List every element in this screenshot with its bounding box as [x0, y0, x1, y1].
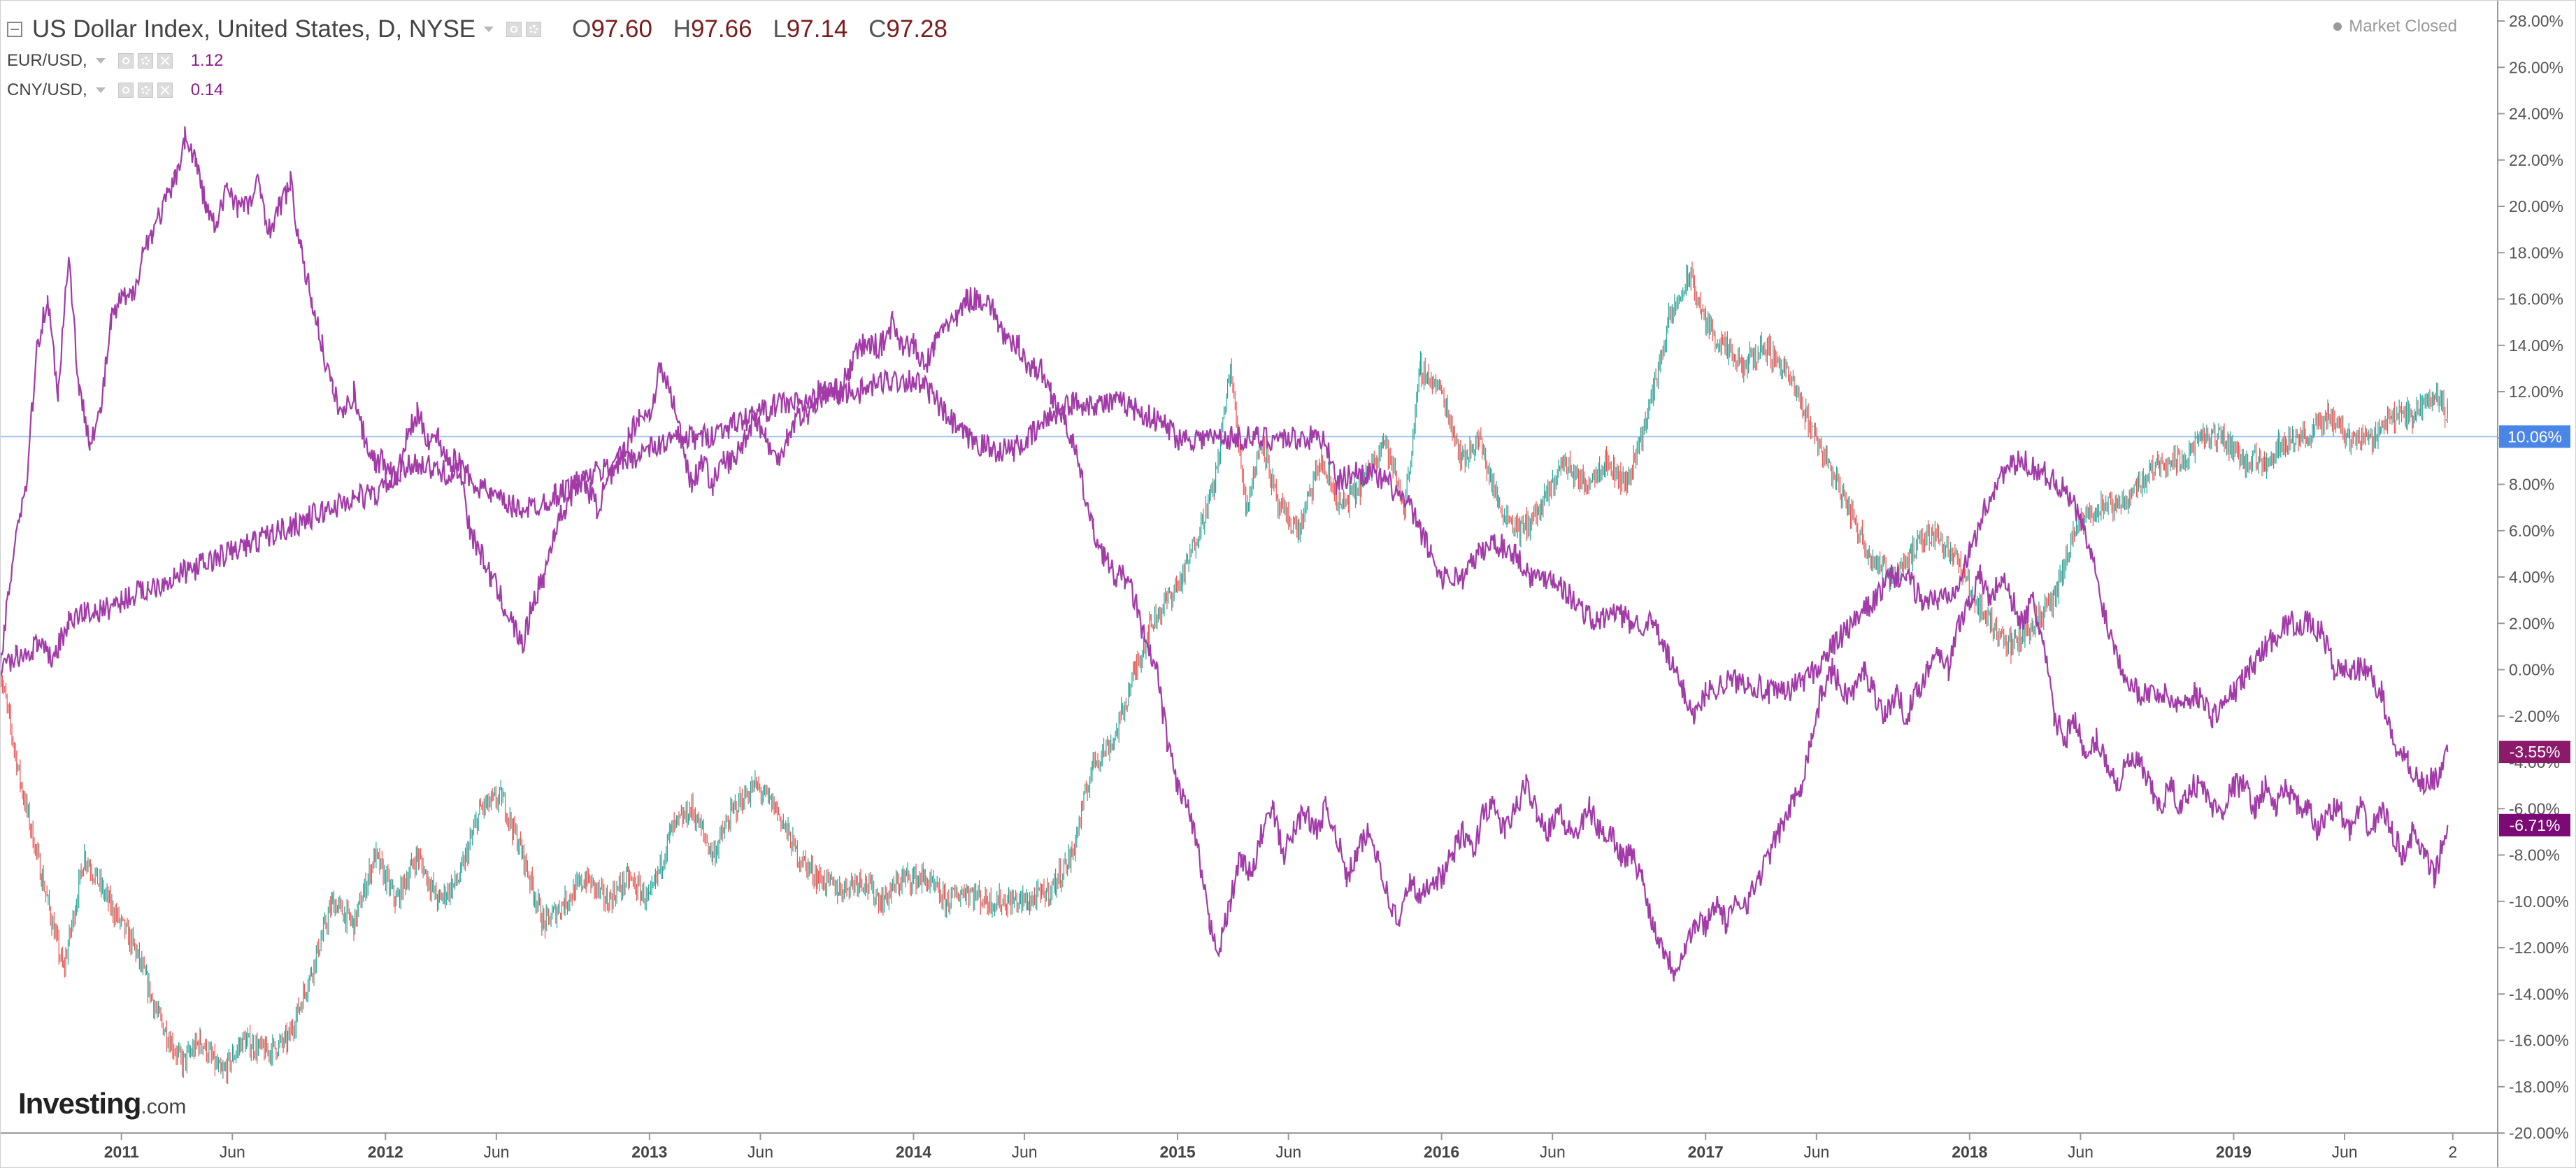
- y-tick-label: 12.00%: [2509, 383, 2563, 401]
- high-label: H: [673, 15, 691, 43]
- badge-label: 10.06%: [2507, 427, 2562, 446]
- y-tick-label: 20.00%: [2509, 197, 2563, 215]
- y-tick-label: 22.00%: [2509, 151, 2563, 169]
- chevron-down-icon[interactable]: [95, 58, 106, 64]
- y-tick-label: 2.00%: [2509, 614, 2554, 632]
- x-tick-label: 2011: [104, 1143, 139, 1161]
- y-tick-label: -20.00%: [2509, 1124, 2569, 1142]
- x-tick-label: 2014: [896, 1143, 931, 1161]
- y-tick-label: 14.00%: [2509, 336, 2563, 355]
- logo-main: Investing: [18, 1087, 141, 1120]
- status-dot-icon: [2333, 22, 2342, 31]
- y-tick-label: 16.00%: [2509, 290, 2563, 308]
- y-tick-label: -8.00%: [2509, 846, 2560, 864]
- badge-bg: [2499, 813, 2570, 836]
- y-tick-label: -2.00%: [2509, 707, 2560, 725]
- x-tick-label: Jun: [1012, 1143, 1038, 1161]
- badge-bg: [2499, 425, 2570, 448]
- overlay-value: 1.12: [190, 51, 224, 70]
- y-tick-label: 24.00%: [2509, 105, 2563, 123]
- y-tick-label: 28.00%: [2509, 12, 2563, 30]
- close-icon[interactable]: [157, 83, 173, 98]
- x-tick-label: Jun: [483, 1143, 509, 1161]
- last-value-badge: -6.71%: [2499, 813, 2570, 836]
- y-tick-label: -16.00%: [2509, 1032, 2569, 1050]
- open-label: O: [572, 15, 592, 43]
- high-value: 97.66: [691, 15, 752, 43]
- gear-icon[interactable]: [137, 83, 153, 98]
- legend-main-row: US Dollar Index, United States, D, NYSE …: [7, 13, 947, 46]
- x-tick-label: Jun: [1275, 1143, 1301, 1161]
- x-tick-label: 2015: [1159, 1143, 1195, 1161]
- y-tick-label: -10.00%: [2509, 892, 2569, 911]
- collapse-legend-icon[interactable]: [7, 22, 22, 37]
- main-symbol-title[interactable]: US Dollar Index, United States, D, NYSE: [32, 15, 476, 43]
- legend-overlay-cnyusd: CNY/USD, 0.14: [7, 76, 947, 105]
- x-tick-label: 2016: [1424, 1143, 1459, 1161]
- series-line-eurusd: [0, 126, 2449, 982]
- x-tick-label: Jun: [2331, 1143, 2357, 1161]
- x-tick-label: 2012: [368, 1143, 403, 1161]
- y-tick-label: -14.00%: [2509, 985, 2569, 1003]
- x-tick-label: 2018: [1952, 1143, 1987, 1161]
- low-label: L: [773, 15, 787, 43]
- overlay-value: 0.14: [190, 80, 224, 99]
- badge-bg: [2499, 741, 2570, 764]
- last-value-badge: 10.06%: [2499, 425, 2570, 448]
- investing-logo: Investing .com: [18, 1087, 186, 1120]
- x-tick-label: Jun: [2068, 1143, 2094, 1161]
- logo-suffix: .com: [141, 1095, 187, 1118]
- badge-layer: 10.06% -3.55% -6.71%: [2499, 425, 2570, 836]
- close-icon[interactable]: [157, 53, 173, 69]
- gear-icon[interactable]: [526, 22, 542, 37]
- series-layer: [0, 126, 2449, 1085]
- low-value: 97.14: [786, 15, 848, 43]
- badge-label: -6.71%: [2510, 816, 2561, 834]
- x-tick-label: Jun: [747, 1143, 773, 1161]
- market-status: Market Closed: [2333, 17, 2457, 36]
- close-label: C: [868, 15, 887, 43]
- x-tick-label: 2019: [2216, 1143, 2252, 1161]
- x-tick-label: 2: [2448, 1143, 2457, 1161]
- overlay-name[interactable]: EUR/USD,: [7, 51, 87, 70]
- gear-icon[interactable]: [137, 53, 153, 69]
- chevron-down-icon[interactable]: [484, 27, 494, 32]
- badge-label: -3.55%: [2510, 743, 2561, 761]
- eye-icon[interactable]: [117, 53, 134, 69]
- legend-overlay-eurusd: EUR/USD, 1.12: [7, 46, 947, 76]
- eye-icon[interactable]: [506, 22, 522, 37]
- market-status-text: Market Closed: [2349, 17, 2457, 36]
- y-tick-label: 8.00%: [2509, 476, 2554, 494]
- ohlc-values: O97.60 H97.66 L97.14 C97.28: [558, 15, 947, 43]
- series-line-cnyusd: [0, 369, 2449, 797]
- y-tick-label: 0.00%: [2509, 661, 2554, 679]
- x-tick-label: Jun: [1803, 1143, 1829, 1161]
- last-value-badge: -3.55%: [2499, 741, 2570, 764]
- series-candles: [0, 262, 2448, 1085]
- y-tick-label: -12.00%: [2509, 939, 2569, 957]
- x-tick-label: 2013: [631, 1143, 667, 1161]
- open-value: 97.60: [591, 15, 652, 43]
- x-tick-label: 2017: [1688, 1143, 1724, 1161]
- y-tick-label: 18.00%: [2509, 243, 2563, 262]
- chevron-down-icon[interactable]: [95, 87, 106, 93]
- x-tick-label: Jun: [220, 1143, 245, 1161]
- y-tick-label: 6.00%: [2509, 522, 2554, 540]
- y-tick-label: 4.00%: [2509, 568, 2554, 586]
- y-tick-label: 26.00%: [2509, 58, 2563, 76]
- eye-icon[interactable]: [117, 83, 134, 98]
- y-tick-label: -18.00%: [2509, 1078, 2569, 1096]
- overlay-name[interactable]: CNY/USD,: [7, 80, 87, 99]
- legend: US Dollar Index, United States, D, NYSE …: [7, 13, 947, 105]
- close-value: 97.28: [886, 15, 947, 43]
- x-tick-label: Jun: [1540, 1143, 1566, 1161]
